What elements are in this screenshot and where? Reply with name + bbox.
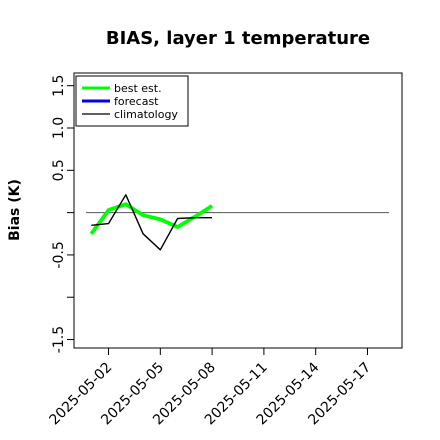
y-tick-label: 1.0 <box>51 117 67 139</box>
series-layer <box>89 194 214 251</box>
series-line-best-est <box>89 202 214 235</box>
series-line-climatology <box>91 194 213 251</box>
y-tick-label: -0.5 <box>51 241 67 268</box>
chart-title: BIAS, layer 1 temperature <box>106 28 370 49</box>
legend-label-forecast: forecast <box>114 95 159 108</box>
legend: best est. forecast climatology <box>75 75 189 127</box>
y-tick-label: 0.5 <box>51 159 67 181</box>
legend-label-best-est: best est. <box>114 82 162 95</box>
plot-frame <box>73 72 403 349</box>
y-tick-label: -1.5 <box>51 326 67 353</box>
x-axis: 2025-05-022025-05-052025-05-082025-05-11… <box>47 348 374 428</box>
y-axis: -1.5 -0.5 0.5 1.0 1.5 <box>51 75 74 353</box>
y-axis-label: Bias (K) <box>7 179 23 241</box>
legend-label-climatology: climatology <box>114 108 178 121</box>
y-tick-label: 1.5 <box>51 75 67 97</box>
